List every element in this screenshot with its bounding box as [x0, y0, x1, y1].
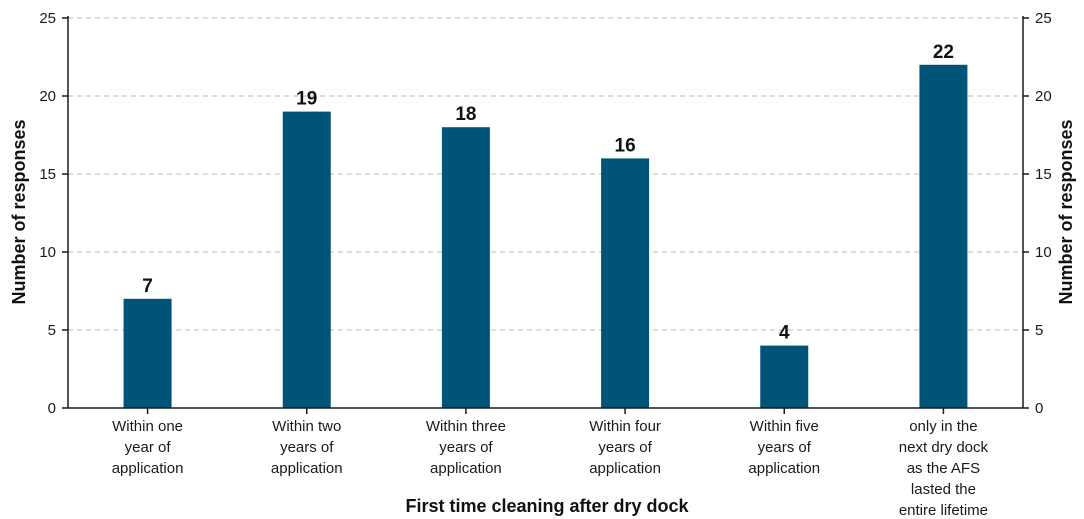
- x-tick-label: application: [589, 460, 661, 477]
- x-tick-label: years of: [280, 439, 334, 456]
- bar: [123, 298, 172, 408]
- y-tick-label-left: 10: [39, 244, 56, 261]
- x-tick-label: years of: [598, 439, 652, 456]
- bar-value-label: 7: [142, 276, 153, 297]
- bar: [441, 127, 490, 408]
- y-tick-label-left: 5: [48, 322, 56, 339]
- y-tick-label-left: 15: [39, 166, 56, 183]
- y-tick-label-right: 15: [1035, 166, 1052, 183]
- y-axis-title-right: Number of responses: [1056, 119, 1076, 304]
- bar-value-label: 4: [779, 323, 790, 344]
- x-axis-title: First time cleaning after dry dock: [405, 496, 689, 516]
- x-tick-label: application: [112, 460, 184, 477]
- x-tick-label: lasted the: [911, 481, 976, 498]
- bar: [919, 64, 968, 409]
- bar: [760, 345, 809, 408]
- x-tick-label: years of: [758, 439, 812, 456]
- x-tick-label: application: [271, 460, 343, 477]
- bar: [282, 111, 331, 408]
- x-tick-label: Within two: [272, 418, 341, 435]
- x-tick-label: as the AFS: [907, 460, 980, 477]
- x-tick-label: years of: [439, 439, 493, 456]
- y-axis-title-left: Number of responses: [9, 119, 29, 304]
- x-tick-label: application: [748, 460, 820, 477]
- y-tick-label-left: 25: [39, 10, 56, 27]
- x-tick-label: application: [430, 460, 502, 477]
- bar-value-label: 22: [933, 42, 954, 63]
- bar-value-label: 18: [455, 104, 476, 125]
- bar-value-label: 19: [296, 89, 317, 110]
- y-tick-label-right: 25: [1035, 10, 1052, 27]
- y-tick-label-right: 20: [1035, 88, 1052, 105]
- y-tick-label-left: 0: [48, 400, 56, 417]
- x-tick-label: Within five: [750, 418, 819, 435]
- x-tick-label: entire lifetime: [899, 502, 988, 519]
- y-tick-label-right: 0: [1035, 400, 1043, 417]
- x-tick-label: year of: [125, 439, 172, 456]
- bar-value-label: 16: [615, 135, 636, 156]
- x-tick-label: Within three: [426, 418, 506, 435]
- labels: 0 0 5 5 10 10 15 15 20 20 25 25 7 Within one year of ap…: [39, 10, 1051, 519]
- x-tick-label: next dry dock: [899, 439, 989, 456]
- x-tick-label: Within one: [112, 418, 183, 435]
- gridlines: [68, 17, 1023, 331]
- x-tick-label: only in the: [909, 418, 977, 435]
- y-tick-label-right: 10: [1035, 244, 1052, 261]
- y-tick-label-right: 5: [1035, 322, 1043, 339]
- bar: [601, 158, 650, 408]
- axes: [62, 16, 1029, 414]
- y-tick-label-left: 20: [39, 88, 56, 105]
- bars: [123, 64, 968, 409]
- x-tick-label: Within four: [589, 418, 661, 435]
